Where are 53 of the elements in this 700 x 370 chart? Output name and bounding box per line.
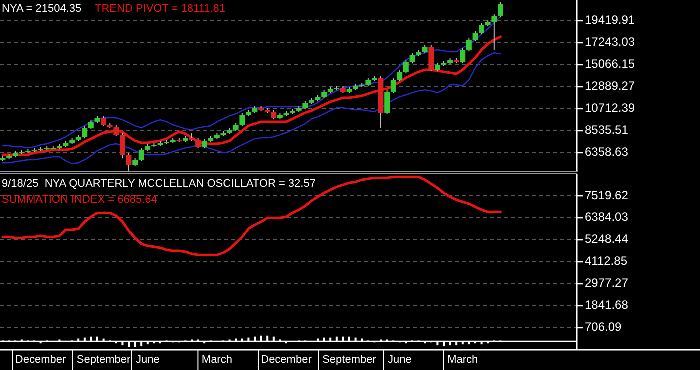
chart-title: 9/18/25 NYA QUARTERLY MCCLELLAN OSCILLATOR = 32.57	[2, 178, 316, 190]
candlestick	[397, 70, 403, 82]
candlestick	[271, 110, 277, 120]
candlestick	[384, 90, 390, 115]
line-series	[2, 16, 502, 149]
y-tick-label: 6358.63	[585, 145, 629, 160]
y-tick-label: 6384.03	[585, 210, 629, 224]
candlestick	[428, 44, 434, 72]
candlestick	[472, 31, 478, 42]
candlestick	[82, 126, 88, 140]
candlestick	[120, 132, 126, 160]
candlestick	[88, 120, 94, 130]
line-series	[2, 36, 502, 156]
candlestick	[101, 116, 106, 128]
x-tick-label: December	[261, 354, 312, 366]
candlestick	[240, 112, 246, 128]
y-tick-label: 19419.91	[585, 13, 636, 28]
x-tick-label: September	[76, 354, 132, 366]
line-series	[2, 52, 502, 165]
y-tick-label: 706.09	[585, 320, 622, 334]
y-tick-label: 8535.51	[585, 123, 629, 138]
text: TREND PIVOT = 18111.81	[95, 3, 226, 15]
y-tick-label: 5248.44	[585, 232, 629, 246]
candlestick	[492, 14, 498, 51]
x-tick-label: March	[448, 354, 478, 366]
y-tick-label: 15066.15	[585, 57, 636, 72]
candlestick	[410, 52, 416, 64]
x-tick-label: June	[388, 354, 412, 366]
candlestick	[138, 148, 144, 162]
candlestick	[460, 48, 466, 64]
y-tick-label: 1841.68	[585, 298, 629, 312]
x-tick-label: June	[136, 354, 160, 366]
candlestick	[390, 78, 396, 94]
y-tick-label: 2977.27	[585, 276, 629, 290]
line-series	[2, 176, 502, 256]
candlestick	[114, 125, 120, 138]
candlestick	[404, 60, 409, 74]
candlestick	[202, 138, 208, 150]
y-tick-label: 10712.39	[585, 101, 636, 116]
x-tick-label: September	[322, 354, 377, 366]
candlestick	[498, 2, 504, 18]
y-tick-label: 17243.03	[585, 35, 636, 50]
y-tick-label: 7519.62	[585, 188, 629, 202]
candlestick	[126, 153, 132, 172]
series-label: SUMMATION INDEX = 6685.64	[2, 194, 158, 206]
y-tick-label: 12889.27	[585, 79, 636, 94]
candlestick	[466, 38, 472, 52]
chart-title: NYA = 21504.35	[2, 3, 82, 15]
candlestick	[479, 23, 484, 36]
candlestick	[196, 138, 201, 150]
y-tick-label: 4112.85	[585, 254, 628, 268]
x-tick-label: March	[202, 354, 232, 366]
x-tick-label: December	[15, 354, 67, 366]
